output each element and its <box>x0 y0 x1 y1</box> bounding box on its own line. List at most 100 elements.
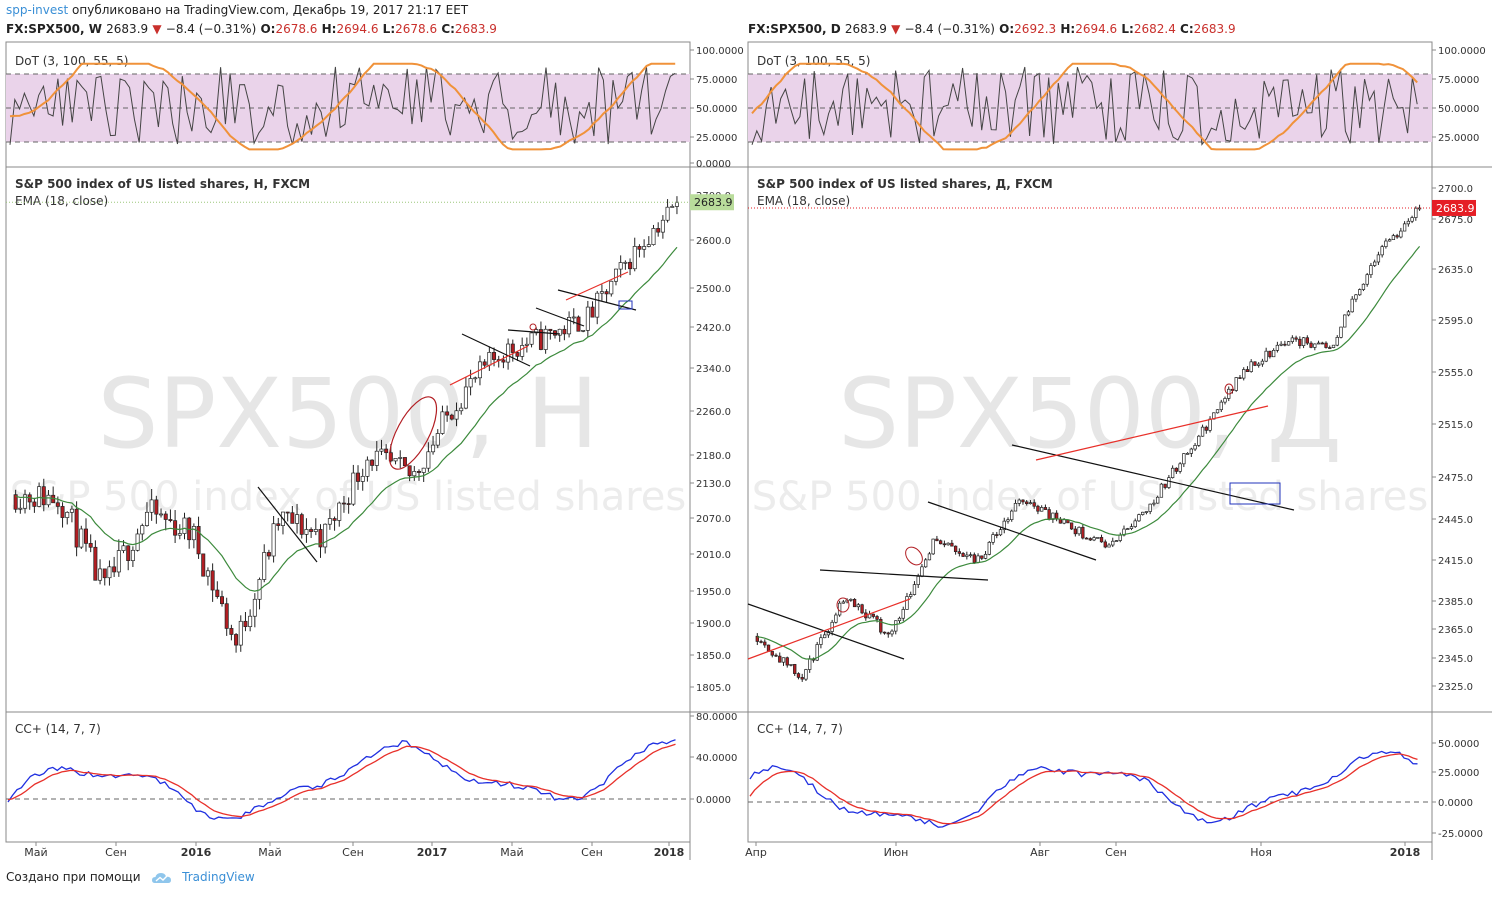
time-tick-label: Ноя <box>1250 846 1272 859</box>
candle-body <box>313 529 318 532</box>
candle-body <box>1159 483 1164 498</box>
candle-body <box>459 407 464 412</box>
candle-body <box>402 457 407 467</box>
candle-body <box>1084 537 1089 540</box>
candle-body <box>1002 520 1006 531</box>
symbol-name[interactable]: FX:SPX500, W <box>6 22 102 36</box>
time-tick-label: Сен <box>105 846 127 859</box>
ema-line <box>15 246 678 592</box>
candle-body <box>852 598 857 608</box>
price-tick-label: 2180.0 <box>696 451 731 462</box>
candle-body <box>252 598 257 617</box>
candle-body <box>318 529 323 548</box>
candle-body <box>1335 337 1339 346</box>
candle-body <box>168 519 173 521</box>
candle-body <box>93 546 98 581</box>
candle-body <box>623 261 628 264</box>
candle-body <box>23 494 28 509</box>
trendline <box>461 333 531 367</box>
cc-indicator-label: CC+ (14, 7, 7) <box>757 722 843 736</box>
made-with-text: Создано при помощи <box>6 870 141 884</box>
footer: Создано при помощи TradingView <box>6 870 255 884</box>
trendline <box>565 271 629 301</box>
candle-body <box>1376 254 1381 263</box>
candle-body <box>1204 426 1208 431</box>
candle-body <box>1077 526 1081 535</box>
last-price-value: 2683.9 <box>1436 202 1475 215</box>
time-tick-label: Сен <box>342 846 364 859</box>
dot-tick-label: 75.0000 <box>1438 75 1479 86</box>
candle-body <box>1051 512 1055 520</box>
candle-body <box>1021 499 1025 503</box>
dot-tick-label: 25.0000 <box>1438 133 1479 144</box>
cc-tick-label: 0.0000 <box>696 795 731 806</box>
cc-tick-label: 40.0000 <box>696 753 737 764</box>
low-value: 2678.6 <box>395 22 438 36</box>
time-tick-label: Май <box>500 846 523 859</box>
highlight-ellipse <box>905 546 923 566</box>
candle-body <box>1380 246 1384 256</box>
candle-body <box>1346 311 1351 316</box>
candle-body <box>1387 239 1392 242</box>
candle-body <box>144 511 149 526</box>
candle-body <box>290 512 295 524</box>
candle-body <box>548 328 553 332</box>
candle-body <box>1294 337 1298 340</box>
candle-body <box>800 677 804 680</box>
candle-body <box>562 328 567 335</box>
candle-body <box>346 503 351 505</box>
price-tick-label: 1900.0 <box>696 619 731 630</box>
candle-body <box>534 329 539 334</box>
candle-body <box>135 533 140 551</box>
candle-body <box>1373 261 1377 266</box>
symbol-name[interactable]: FX:SPX500, D <box>748 22 841 36</box>
candle-body <box>632 246 637 270</box>
candle-body <box>501 359 506 363</box>
candle-body <box>651 228 656 246</box>
candle-body <box>770 651 774 656</box>
candle-body <box>841 601 846 604</box>
time-tick-label: Сен <box>581 846 603 859</box>
candle-body <box>1219 401 1223 411</box>
candle-body <box>65 511 70 518</box>
time-tick-label: Авг <box>1030 846 1050 859</box>
candle-body <box>365 459 370 477</box>
candle-body <box>327 518 332 525</box>
candle-body <box>107 566 112 579</box>
candle-body <box>1096 537 1100 539</box>
trendline <box>747 603 905 660</box>
candle-body <box>426 451 431 469</box>
candle-body <box>665 206 670 221</box>
candle-body <box>234 634 239 646</box>
candle-body <box>370 459 375 466</box>
time-tick-label: 2017 <box>417 846 448 859</box>
candle-body <box>112 566 117 573</box>
candle-body <box>431 444 436 453</box>
last-price: 2683.9 <box>106 22 149 36</box>
candle-body <box>337 502 342 521</box>
candle-body <box>407 465 412 477</box>
candle-body <box>1193 445 1197 450</box>
candle-body <box>1320 342 1324 345</box>
candle-body <box>660 219 665 233</box>
tradingview-link[interactable]: TradingView <box>182 870 255 884</box>
cc-tick-label: 50.0000 <box>1438 739 1479 750</box>
candle-body <box>449 414 454 420</box>
candle-body <box>1309 342 1313 348</box>
candle-body <box>1062 519 1066 524</box>
highlight-ellipse <box>529 323 537 331</box>
candle-body <box>487 352 492 366</box>
author-link[interactable]: spp-invest <box>6 3 69 17</box>
dot-slow-line <box>751 62 1418 151</box>
candle-body <box>393 457 398 462</box>
candle-body <box>379 448 384 452</box>
candle-body <box>18 507 23 510</box>
candle-body <box>1305 337 1309 344</box>
price-tick-label: 2130.0 <box>696 479 731 490</box>
candle-body <box>84 528 88 544</box>
cc-tick-label: 0.0000 <box>1438 798 1473 809</box>
chart-panel-weekly: DoT (3, 100, 55, 5) 100.0000 75.0000 50.000… <box>5 41 758 860</box>
candle-body <box>351 472 356 505</box>
candle-body <box>793 664 797 674</box>
